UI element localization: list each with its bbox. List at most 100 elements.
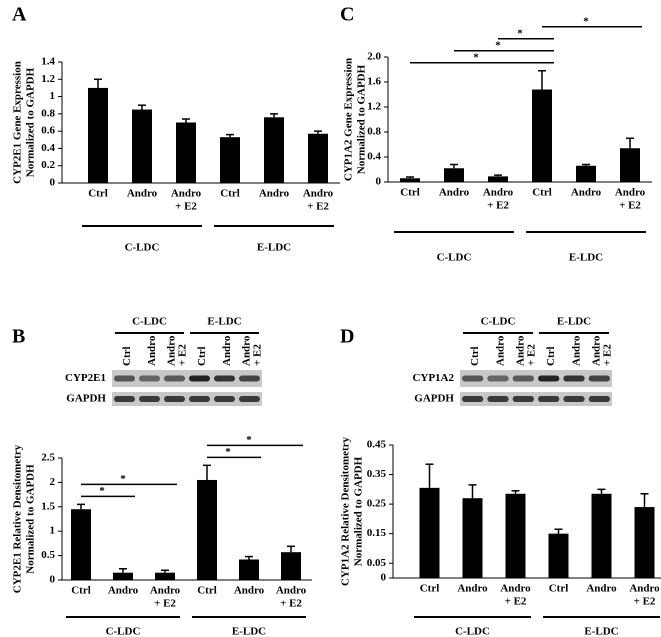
x-tick-label: Andro: [127, 188, 158, 200]
x-tick-label: Andro: [483, 187, 514, 199]
y-tick-label: 0: [50, 574, 56, 586]
x-tick-label: + E2: [634, 596, 656, 608]
lane-label: Ctrl: [469, 346, 481, 366]
bar: [220, 137, 240, 183]
bar: [197, 479, 217, 580]
y-tick-label: 1.2: [367, 101, 381, 113]
y-axis-label: Normalized to GAPDH: [25, 464, 37, 574]
x-tick-label: Andro: [571, 187, 602, 199]
significance-label: *: [246, 434, 252, 446]
blot-band: [563, 375, 585, 382]
y-tick-label: 0.25: [367, 498, 387, 510]
panel-letter: A: [12, 4, 27, 26]
y-tick-label: 0.2: [41, 159, 55, 171]
blot-band: [487, 375, 509, 382]
y-tick-label: 0: [381, 572, 387, 584]
x-tick-label: Andro: [234, 585, 265, 597]
lane-label: Andro: [495, 335, 507, 366]
bar: [239, 559, 259, 580]
significance-label: *: [99, 485, 105, 497]
x-tick-label: Ctrl: [549, 583, 569, 595]
bar: [71, 509, 91, 580]
lane-label: Andro: [241, 335, 253, 366]
bar: [400, 178, 420, 182]
x-tick-label: Ctrl: [88, 188, 108, 200]
y-tick-label: 2.0: [367, 51, 381, 63]
group-label: C-LDC: [437, 252, 472, 264]
y-tick-label: 0.8: [41, 107, 55, 119]
group-label: E-LDC: [232, 626, 266, 637]
bar: [88, 87, 108, 183]
blot-row-label: GAPDH: [66, 393, 106, 405]
bar: [462, 498, 483, 578]
group-label: E-LDC: [584, 626, 618, 637]
y-axis-label: CYP2E1 Gene Expression: [12, 61, 24, 184]
bar: [155, 572, 175, 580]
y-tick-label: 0.6: [41, 125, 55, 137]
x-tick-label: + E2: [307, 201, 329, 213]
y-tick-label: 1.2: [41, 73, 55, 85]
y-tick-label: 0.15: [367, 527, 387, 539]
blot-band: [512, 375, 534, 382]
bar: [281, 552, 301, 580]
lane-label: Andro: [166, 335, 178, 366]
bar: [548, 533, 569, 578]
bar: [591, 493, 612, 578]
blot-strip: [112, 370, 262, 387]
blot-band: [114, 396, 135, 402]
blot-band: [588, 396, 610, 402]
blot-band: [512, 396, 534, 402]
blot-group-label: E-LDC: [207, 316, 241, 328]
significance-label: *: [583, 15, 589, 27]
y-tick-label: 2.5: [41, 452, 55, 464]
significance-label: *: [225, 446, 231, 458]
blot-row-label: CYP2E1: [65, 372, 106, 384]
y-axis-label: Normalized to GAPDH: [25, 67, 37, 177]
lane-label: + E2: [525, 344, 537, 366]
y-tick-label: 0.4: [367, 151, 381, 163]
lane-label: Ctrl: [545, 346, 557, 366]
lane-label: Andro: [221, 335, 233, 366]
x-tick-label: Ctrl: [400, 187, 420, 199]
blot-band: [239, 396, 260, 402]
lane-label: Ctrl: [121, 346, 133, 366]
lane-label: Ctrl: [196, 346, 208, 366]
x-tick-label: Ctrl: [71, 585, 91, 597]
y-tick-label: 0.05: [367, 557, 387, 569]
lane-label: Andro: [590, 335, 602, 366]
group-label: C-LDC: [106, 626, 141, 637]
x-tick-label: Andro: [457, 583, 488, 595]
y-tick-label: 0.4: [41, 142, 55, 154]
x-tick-label: Andro: [171, 188, 202, 200]
x-tick-label: + E2: [154, 598, 176, 610]
group-label: C-LDC: [455, 626, 490, 637]
x-tick-label: Andro: [259, 188, 290, 200]
y-tick-label: 0.5: [41, 549, 55, 561]
blot-group-label: C-LDC: [481, 316, 516, 328]
y-tick-label: 1.5: [41, 500, 55, 512]
lane-label: + E2: [601, 344, 613, 366]
significance-label: *: [473, 51, 479, 63]
significance-label: *: [495, 39, 501, 51]
bar: [488, 176, 508, 182]
x-tick-label: Andro: [500, 583, 531, 595]
x-tick-label: Andro: [615, 187, 646, 199]
lane-label: Andro: [146, 335, 158, 366]
blot-band: [189, 375, 210, 382]
x-tick-label: Ctrl: [220, 188, 240, 200]
blot-band: [538, 396, 560, 402]
y-tick-label: 1.6: [367, 76, 381, 88]
bar: [505, 493, 526, 578]
blot-band: [164, 396, 185, 402]
x-tick-label: Ctrl: [532, 187, 552, 199]
y-tick-label: 0: [50, 177, 56, 189]
group-label: E-LDC: [257, 242, 291, 254]
bar: [634, 507, 655, 578]
blot-band: [189, 396, 210, 402]
bar: [419, 487, 440, 578]
blot-band: [538, 375, 560, 382]
x-tick-label: Andro: [150, 585, 181, 597]
panel-letter: C: [340, 4, 354, 26]
blot-band: [214, 375, 235, 382]
